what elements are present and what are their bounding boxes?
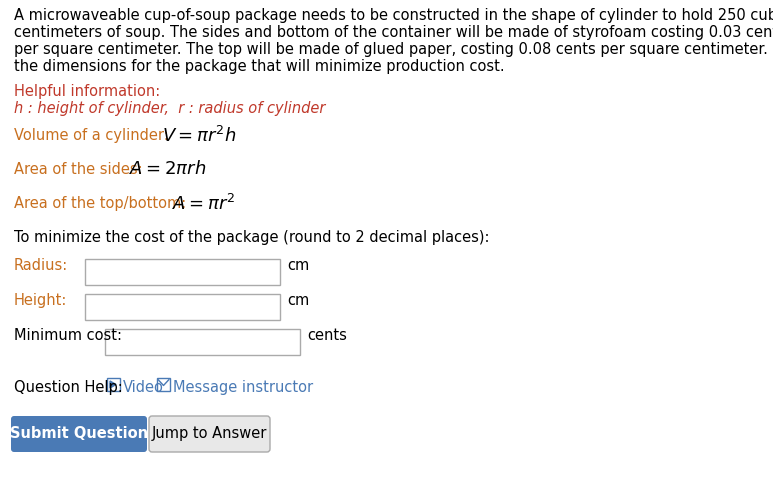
Text: Area of the top/bottom:: Area of the top/bottom: bbox=[14, 195, 191, 210]
FancyBboxPatch shape bbox=[107, 378, 120, 391]
Text: Volume of a cylinder:: Volume of a cylinder: bbox=[14, 128, 173, 143]
Text: Jump to Answer: Jump to Answer bbox=[152, 426, 267, 440]
Text: Minimum cost:: Minimum cost: bbox=[14, 327, 122, 342]
Text: $A = \pi r^2$: $A = \pi r^2$ bbox=[172, 193, 235, 213]
Text: Video: Video bbox=[123, 379, 164, 394]
FancyBboxPatch shape bbox=[149, 416, 270, 452]
Text: h : height of cylinder,  r : radius of cylinder: h : height of cylinder, r : radius of cy… bbox=[14, 101, 325, 116]
Text: To minimize the cost of the package (round to 2 decimal places):: To minimize the cost of the package (rou… bbox=[14, 229, 489, 244]
Text: centimeters of soup. The sides and bottom of the container will be made of styro: centimeters of soup. The sides and botto… bbox=[14, 25, 773, 40]
Text: Message instructor: Message instructor bbox=[173, 379, 313, 394]
FancyBboxPatch shape bbox=[157, 378, 170, 391]
Text: Height:: Height: bbox=[14, 293, 67, 308]
Text: A microwaveable cup-of-soup package needs to be constructed in the shape of cyli: A microwaveable cup-of-soup package need… bbox=[14, 8, 773, 23]
FancyBboxPatch shape bbox=[85, 295, 280, 320]
Text: Area of the sides:: Area of the sides: bbox=[14, 162, 147, 177]
Text: Question Help:: Question Help: bbox=[14, 379, 123, 394]
Text: Helpful information:: Helpful information: bbox=[14, 84, 160, 99]
FancyBboxPatch shape bbox=[85, 260, 280, 286]
Polygon shape bbox=[110, 381, 116, 388]
Text: cm: cm bbox=[287, 258, 309, 273]
Text: Submit Question: Submit Question bbox=[10, 426, 148, 440]
Text: $V = \pi r^2 h$: $V = \pi r^2 h$ bbox=[162, 126, 237, 146]
Text: cm: cm bbox=[287, 293, 309, 308]
Text: cents: cents bbox=[307, 327, 347, 342]
FancyBboxPatch shape bbox=[105, 329, 300, 355]
Text: $A = 2\pi r h$: $A = 2\pi r h$ bbox=[129, 160, 206, 178]
FancyBboxPatch shape bbox=[11, 416, 147, 452]
Text: per square centimeter. The top will be made of glued paper, costing 0.08 cents p: per square centimeter. The top will be m… bbox=[14, 42, 773, 57]
Text: the dimensions for the package that will minimize production cost.: the dimensions for the package that will… bbox=[14, 59, 505, 74]
Text: Radius:: Radius: bbox=[14, 258, 68, 273]
